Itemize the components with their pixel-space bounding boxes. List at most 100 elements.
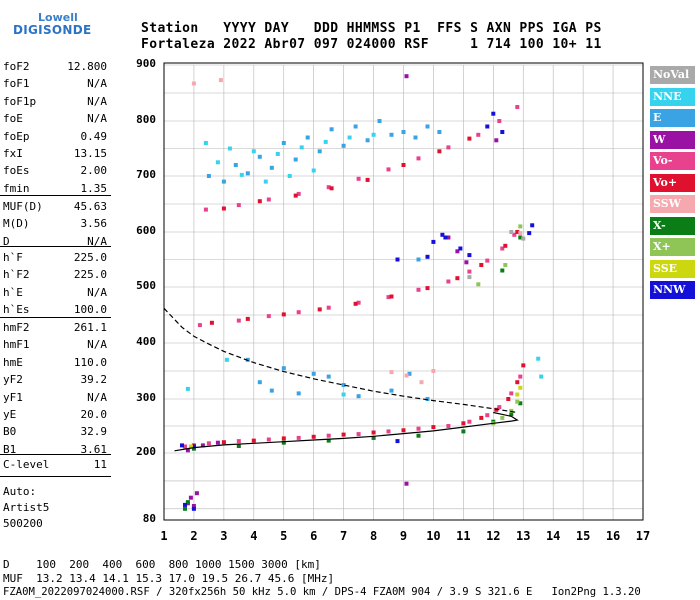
- echo-point-e: [329, 127, 334, 132]
- param-row-fof2: foF2 12.800: [3, 60, 107, 77]
- echo-point-sse: [188, 444, 193, 449]
- echo-point-nne: [224, 357, 229, 362]
- echo-point-x: [476, 282, 481, 287]
- echo-point-nnw: [191, 444, 196, 449]
- echo-point-vo: [500, 246, 505, 251]
- param-row-fof1p: foF1p N/A: [3, 95, 107, 112]
- echo-point-nne: [347, 135, 352, 140]
- param-value: N/A: [87, 234, 107, 248]
- echo-point-nnw: [395, 439, 400, 444]
- x-tick-label: 2: [190, 529, 198, 543]
- echo-point-vo: [209, 320, 214, 325]
- echo-point-vo: [515, 105, 520, 109]
- echo-point-e: [389, 388, 394, 393]
- x-tick-label: 7: [340, 529, 348, 543]
- echo-point-w: [404, 481, 409, 486]
- echo-point-e: [437, 130, 442, 134]
- param-label: D: [3, 234, 10, 248]
- y-tick-label: 500: [136, 279, 156, 292]
- echo-point-w: [455, 249, 460, 254]
- y-tick-label: 300: [136, 391, 156, 404]
- echo-point-e: [269, 165, 274, 170]
- param-label: foE: [3, 112, 23, 126]
- echo-point-vo: [326, 433, 331, 438]
- param-row-hf: h`F 225.0: [3, 251, 107, 268]
- legend-item-x: X-: [650, 216, 695, 235]
- echo-point-nne: [311, 168, 316, 173]
- echo-point-x: [236, 444, 241, 448]
- echo-point-nnw: [395, 257, 400, 262]
- echo-point-e: [416, 257, 421, 262]
- echo-point-vo: [296, 191, 301, 196]
- param-label: h`F: [3, 251, 23, 264]
- echo-point-e: [296, 391, 301, 396]
- echo-point-nnw: [458, 246, 463, 251]
- param-separator: [0, 246, 111, 247]
- y-tick-label: 600: [136, 224, 156, 237]
- param-row-yf1: yF1 N/A: [3, 391, 107, 408]
- param-label: foF1p: [3, 94, 37, 108]
- param-value: 100.0: [73, 303, 107, 317]
- echo-point-vo: [416, 287, 421, 292]
- echo-point-e: [257, 380, 262, 385]
- param-value: N/A: [87, 390, 107, 404]
- echo-point-vo: [467, 419, 472, 424]
- echo-point-vo: [401, 428, 406, 433]
- echo-point-vo: [461, 421, 466, 426]
- echo-point-vo: [356, 176, 361, 181]
- header-values: Fortaleza 2022 Abr07 097 024000 RSF 1 71…: [141, 37, 602, 52]
- legend-item-noval: NoVal: [650, 66, 695, 84]
- topside-curve: [163, 307, 518, 414]
- echo-point-vo: [245, 316, 250, 321]
- echo-point-nne: [323, 139, 328, 144]
- echo-point-nne: [239, 172, 244, 177]
- echo-point-vo: [512, 232, 517, 237]
- echo-point-vo: [197, 323, 202, 328]
- echo-point-x: [185, 500, 190, 505]
- echo-point-w: [446, 235, 451, 240]
- param-row-fof1: foF1 N/A: [3, 77, 107, 94]
- echo-point-nnw: [443, 235, 448, 240]
- param-row-b1: B1 3.61: [3, 443, 107, 460]
- param-row-he: h`E N/A: [3, 286, 107, 303]
- echo-point-vo: [296, 310, 301, 315]
- y-tick-label: 80: [142, 512, 156, 525]
- echo-point-nnw: [467, 253, 472, 258]
- legend-item-w: W: [650, 130, 695, 149]
- legend-item-ssw: SSW: [650, 195, 695, 213]
- echo-point-vo: [515, 380, 520, 385]
- x-tick-label: 17: [635, 529, 651, 543]
- echo-point-sse: [515, 392, 520, 397]
- echo-point-vo: [446, 424, 451, 428]
- echo-point-vo: [485, 258, 490, 263]
- echo-point-vo: [203, 207, 208, 212]
- echo-point-e: [353, 124, 358, 129]
- param-label: M(D): [3, 217, 30, 231]
- echo-point-vo: [236, 203, 241, 208]
- echo-point-w: [185, 448, 190, 453]
- param-label: yE: [3, 408, 17, 421]
- echo-point-nnw: [500, 130, 505, 134]
- echo-point-w: [194, 491, 199, 496]
- echo-point-vo: [479, 263, 484, 267]
- echo-point-vo: [446, 279, 451, 284]
- param-label: fxI: [3, 147, 23, 160]
- echo-point-e: [233, 163, 238, 167]
- echo-point-e: [245, 171, 250, 176]
- param-label: foF2: [3, 60, 30, 73]
- echo-point-w: [188, 495, 193, 500]
- profile-curve: [174, 411, 519, 452]
- param-label: yF1: [3, 390, 23, 404]
- echo-point-vo: [497, 119, 502, 123]
- echo-point-vo: [221, 440, 226, 445]
- param-value: N/A: [87, 338, 107, 352]
- echo-point-x: [183, 506, 187, 511]
- echo-point-vo: [467, 269, 472, 274]
- echo-point-vo: [281, 312, 286, 317]
- echo-point-e: [377, 119, 382, 123]
- echo-point-sse: [518, 385, 523, 390]
- param-row-clevel: C-level 11: [3, 458, 107, 475]
- echo-point-e: [305, 135, 310, 140]
- param-row-ye: yE 20.0: [3, 408, 107, 425]
- echo-point-w: [215, 440, 220, 445]
